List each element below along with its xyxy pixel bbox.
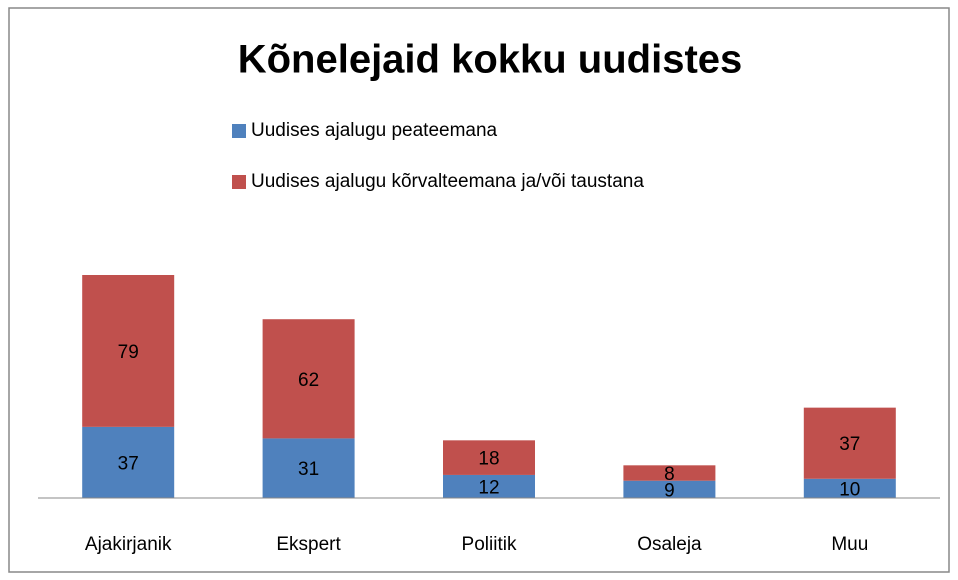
bar-segment [623,465,716,481]
data-label: 10 [839,479,860,500]
data-label: 37 [118,453,139,474]
x-tick-label: Poliitik [462,534,517,555]
x-tick-label: Osaleja [637,534,702,555]
data-label: 79 [118,342,139,363]
data-label: 18 [478,449,499,470]
x-tick-label: Ekspert [276,534,341,555]
bar-segment [803,478,896,498]
x-tick-label: Ajakirjanik [85,534,172,555]
bar-segment [443,474,535,498]
data-label: 37 [839,434,860,455]
legend-label: Uudises ajalugu peateemana [251,120,498,141]
legend-label: Uudises ajalugu kõrvalteemana ja/või tau… [251,171,644,192]
data-label: 62 [298,370,319,391]
bar-segment [82,426,175,498]
x-tick-label: Muu [831,534,868,555]
data-label: 8 [664,464,675,485]
data-label: 9 [664,480,675,501]
legend-swatch [232,124,246,138]
data-label: 31 [298,459,319,480]
bar-segment [82,275,175,427]
bar-segment [262,438,355,498]
bar-segment [803,407,896,479]
bar-segment [262,319,355,439]
data-label: 12 [478,477,499,498]
bar-segment [443,440,535,475]
chart-title: Kõnelejaid kokku uudistes [238,38,743,82]
legend-swatch [232,175,246,189]
bar-segment [623,480,716,498]
